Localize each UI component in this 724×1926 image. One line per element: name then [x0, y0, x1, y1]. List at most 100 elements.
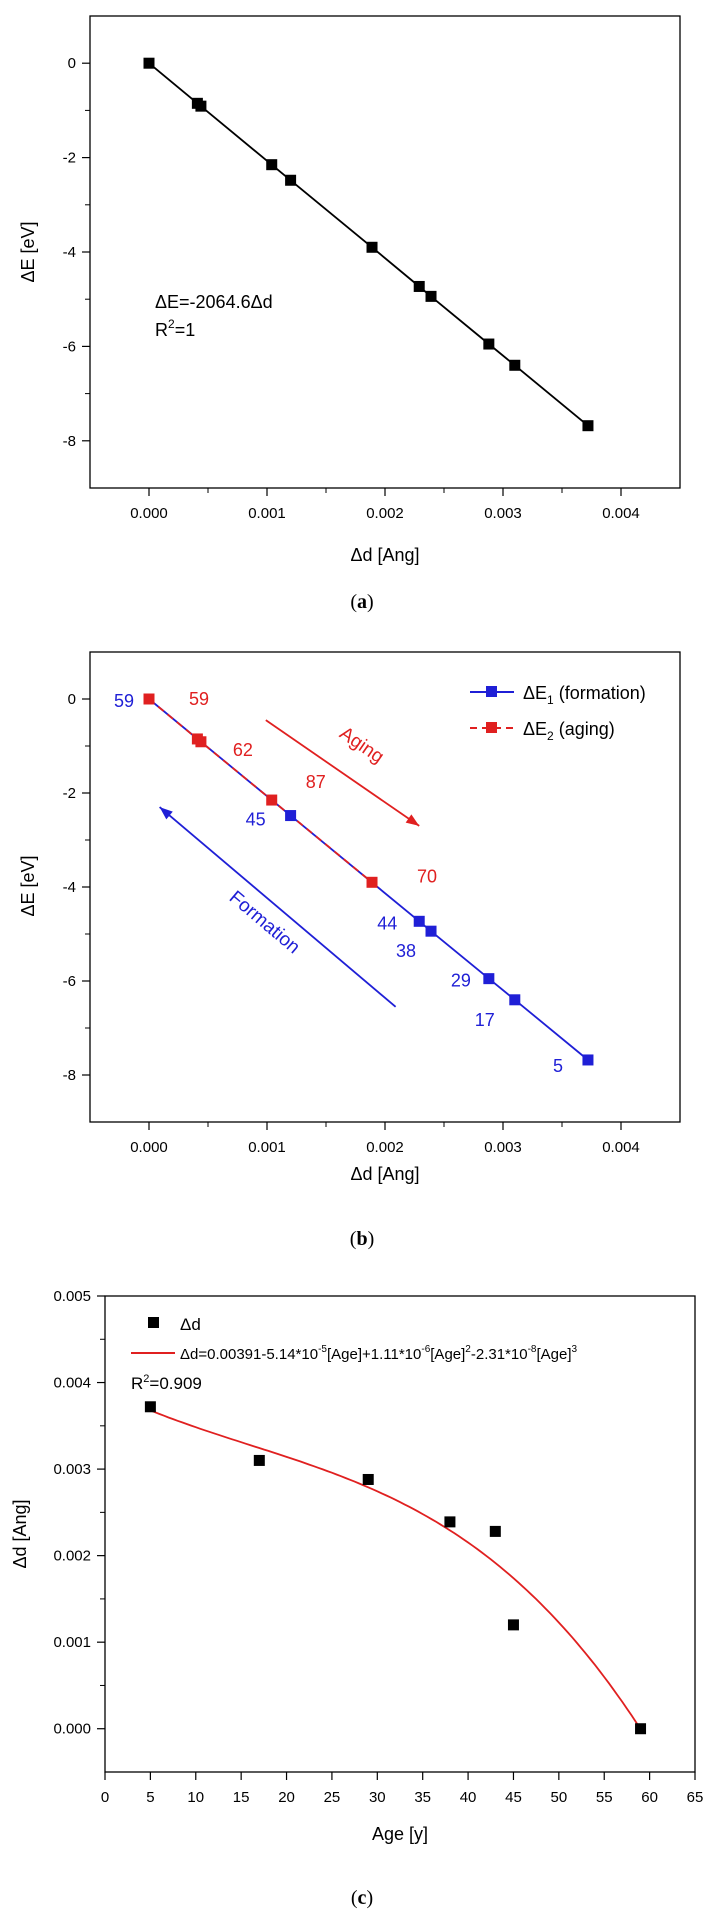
panel-c-x-tick-label: 25	[324, 1789, 341, 1806]
panel-a-x-axis-label: Δd [Ang]	[350, 545, 419, 565]
panel-a-caption: (a)	[350, 591, 373, 613]
panel-b-formation-point-label: 5	[553, 1056, 563, 1076]
panel-c-y-tick-label: 0.001	[53, 1634, 91, 1651]
panel-b-formation-point	[285, 810, 297, 822]
panel-b-x-tick-label: 0.003	[484, 1139, 522, 1156]
panel-b-aging-point-label: 62	[233, 740, 253, 760]
panel-b-x-tick-label: 0.000	[130, 1139, 168, 1156]
panel-b-aging-point	[195, 736, 207, 748]
panel-b-aging-point-label: 87	[306, 772, 326, 792]
panel-a-x-tick-label: 0.001	[248, 505, 286, 522]
panel-b-legend-formation: ΔE1 (formation)	[470, 683, 646, 707]
panel-a-x-tick-label: 0.004	[602, 505, 640, 522]
panel-b-formation-point	[582, 1054, 594, 1066]
panel-b-formation-point	[413, 915, 425, 927]
panel-c-chart: 0 5 10 15 20 25 30 35 40 45 50 55 60 65 0.000 0.001 0.0…	[10, 1288, 703, 1844]
panel-b-formation-point-label: 59	[114, 691, 134, 711]
panel-c-x-tick-label: 0	[101, 1789, 109, 1806]
panel-b-formation-arrow-label: Formation	[225, 887, 304, 958]
panel-b-aging-arrow-label: Aging	[336, 723, 388, 768]
panel-a-x-tick-label: 0.002	[366, 505, 404, 522]
panel-a-data-point	[582, 420, 594, 432]
panel-b-y-tick-label: 0	[68, 691, 76, 708]
panel-a-y-tick-label: -4	[63, 244, 76, 261]
panel-c-x-tick-label: 55	[596, 1789, 613, 1806]
panel-c-x-tick-label: 20	[278, 1789, 295, 1806]
panel-c-y-axis-label: Δd [Ang]	[10, 1499, 30, 1568]
panel-b-aging-point	[266, 794, 278, 806]
panel-b-formation-point-label: 29	[451, 971, 471, 991]
panel-c-caption: (c)	[351, 1887, 373, 1909]
panel-b-formation-arrow-head	[159, 807, 173, 820]
panel-b-aging-arrow-head	[405, 814, 420, 826]
panel-b-x-axis-label: Δd [Ang]	[350, 1164, 419, 1184]
panel-b-y-axis-label: ΔE [eV]	[18, 855, 38, 916]
panel-c-legend: Δd Δd=0.00391-5.14*10-5[Age]+1.11*10-6[A…	[131, 1315, 578, 1363]
legend-formation-text: ΔE1 (formation)	[523, 683, 646, 707]
panel-c-data-point	[635, 1723, 647, 1735]
panel-c-x-tick-label: 10	[187, 1789, 204, 1806]
panel-a-y-tick-label: -8	[63, 433, 76, 450]
panel-c-x-tick-label: 35	[414, 1789, 431, 1806]
panel-c-x-axis-label: Age [y]	[372, 1824, 428, 1844]
panel-a-y-tick-label: -6	[63, 338, 76, 355]
legend-aging-text: ΔE2 (aging)	[523, 719, 615, 743]
panel-b-caption: (b)	[350, 1228, 374, 1250]
panel-b-x-tick-label: 0.002	[366, 1139, 404, 1156]
panel-c-x-tick-label: 50	[551, 1789, 568, 1806]
panel-b-formation-point	[425, 925, 437, 937]
panel-b-x-tick-label: 0.001	[248, 1139, 286, 1156]
panel-c-data-point	[253, 1454, 265, 1466]
panel-c-fit-curve	[150, 1409, 642, 1730]
panel-c-y-tick-label: 0.002	[53, 1548, 91, 1565]
panel-b-aging-point	[143, 693, 155, 705]
panel-b-formation-point-label: 44	[377, 913, 397, 933]
panel-b-aging-point	[366, 876, 378, 888]
panel-b-chart: 0.000 0.001 0.002 0.003 0.004 0 -2 -4 -6 -8 59 45…	[18, 651, 681, 1184]
panel-a-equation: ΔE=-2064.6Δd	[155, 292, 273, 312]
panel-c-data-point	[507, 1619, 519, 1631]
panel-b-formation-point-label: 17	[475, 1010, 495, 1030]
panel-b-aging-point-label: 59	[189, 689, 209, 709]
panel-b-y-tick-label: -2	[63, 785, 76, 802]
panel-c-y-tick-label: 0.005	[53, 1288, 91, 1305]
panel-b-legend: ΔE1 (formation) ΔE2 (aging)	[470, 683, 646, 743]
panel-a-data-point	[413, 280, 425, 292]
panel-a-y-axis-label: ΔE [eV]	[18, 221, 38, 282]
panel-c-y-tick-label: 0.003	[53, 1461, 91, 1478]
panel-a-y-tick-label: -2	[63, 150, 76, 167]
legend-data-text: Δd	[180, 1315, 201, 1334]
panel-c-x-tick-label: 40	[460, 1789, 477, 1806]
legend-formation-marker	[486, 686, 497, 697]
panel-b-legend-aging: ΔE2 (aging)	[470, 719, 615, 743]
legend-fit-text: Δd=0.00391-5.14*10-5[Age]+1.11*10-6[Age]…	[180, 1344, 578, 1363]
panel-c-legend-fit: Δd=0.00391-5.14*10-5[Age]+1.11*10-6[Age]…	[131, 1344, 578, 1363]
panel-c-x-tick-label: 65	[687, 1789, 704, 1806]
panel-c-x-tick-label: 60	[641, 1789, 658, 1806]
panel-a-data-point	[483, 338, 495, 350]
panel-a-data-point	[143, 57, 155, 69]
panel-b-formation-arrow-shaft	[159, 806, 397, 1008]
legend-data-marker	[148, 1317, 159, 1328]
panel-c-r-squared: R2=0.909	[131, 1373, 202, 1393]
panel-c-y-tick-label: 0.000	[53, 1721, 91, 1738]
panel-c-x-tick-label: 15	[233, 1789, 250, 1806]
panel-a-data-point	[366, 241, 378, 253]
panel-a-data-point	[509, 359, 521, 371]
panel-b-y-tick-label: -8	[63, 1067, 76, 1084]
panel-a-x-tick-label: 0.000	[130, 505, 168, 522]
panel-c-x-tick-label: 45	[505, 1789, 522, 1806]
panel-c-x-tick-label: 30	[369, 1789, 386, 1806]
panel-b-formation-point	[483, 973, 495, 985]
panel-c-plot-frame	[104, 1295, 696, 1773]
panel-b-formation-point-label: 45	[246, 810, 266, 830]
panel-a-data-point	[425, 290, 437, 302]
panel-b-aging-arrow-shaft	[265, 719, 420, 827]
legend-aging-marker	[486, 722, 497, 733]
panel-a-chart: 0.000 0.001 0.002 0.003 0.004 0 -2 -4 -6 -8 ΔE=-…	[18, 15, 681, 565]
panel-c-legend-data: Δd	[148, 1315, 201, 1334]
panel-c-data-point	[362, 1473, 374, 1485]
panel-b-x-tick-label: 0.004	[602, 1139, 640, 1156]
panel-c-y-tick-label: 0.004	[53, 1375, 91, 1392]
